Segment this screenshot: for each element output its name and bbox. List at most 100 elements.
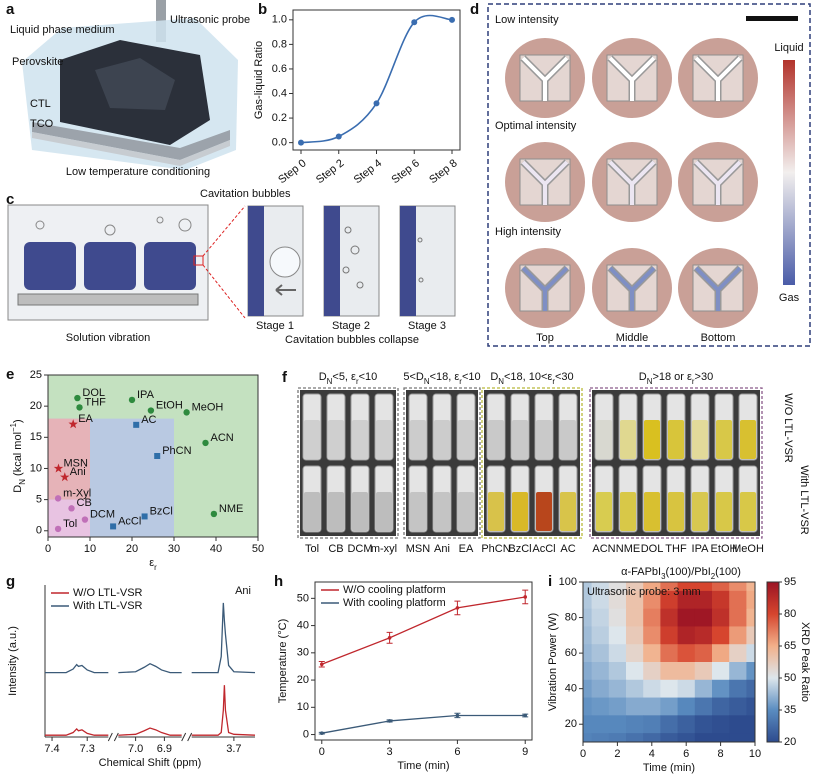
heat-cell [677, 697, 696, 716]
heat-cell [694, 590, 713, 610]
colorbar-tick-label: 20 [784, 736, 796, 748]
heat-cell [608, 733, 627, 742]
bubble [269, 246, 301, 278]
x-tick-label: 4 [649, 748, 655, 760]
liquid [620, 492, 636, 531]
heat-cell [729, 626, 747, 645]
point [183, 409, 190, 416]
heat-cell [660, 608, 679, 627]
bubble [342, 266, 350, 274]
heat-cell [729, 662, 747, 681]
axis-break [107, 732, 119, 742]
colorbar-tick-label: 80 [784, 608, 796, 620]
heat-cell [583, 608, 593, 627]
text-part: (100) [715, 566, 741, 578]
heat-cell [729, 679, 747, 699]
y-axis-label: Intensity (a.u.) [7, 626, 19, 696]
text-part: <30 [555, 371, 574, 383]
heat-cell [626, 626, 644, 645]
panel-label: f [282, 369, 288, 386]
heat-cell [626, 679, 644, 699]
grain-edge [324, 206, 340, 316]
text-part: <10 [462, 371, 481, 383]
heat-cell [583, 679, 593, 699]
heat-cell [608, 697, 627, 716]
text-part: D [639, 371, 647, 383]
text-part: r [459, 377, 462, 386]
row-label: Low intensity [495, 14, 559, 26]
heat-cell [694, 582, 713, 592]
liquid [434, 420, 450, 459]
row-label: High intensity [495, 226, 562, 238]
y-tick-label: 0 [36, 525, 42, 537]
x-tick-label: Step 2 [314, 157, 346, 186]
illustration-label: Ultrasonic probe [170, 14, 250, 26]
stage-label: Stage 3 [408, 320, 446, 332]
point [298, 139, 304, 146]
heat-cell [660, 662, 679, 681]
heat-cell [694, 733, 713, 742]
heat-cell [583, 590, 593, 610]
text-part: r [552, 377, 555, 386]
series-line [45, 602, 256, 674]
point-label: CB [77, 497, 92, 509]
heat-cell [608, 626, 627, 645]
heat-cell [746, 697, 755, 716]
grain-edge [248, 206, 264, 316]
y-axis-label: DN (kcal mol−1) [9, 419, 27, 492]
panel-label: d [470, 1, 479, 18]
illustration-label: TCO [30, 118, 54, 130]
heat-cell [583, 644, 593, 663]
heat-cell [643, 662, 661, 681]
group-header: 5<DN<18, εr<10 [403, 371, 480, 386]
liquid [536, 492, 552, 531]
heat-cell [712, 679, 730, 699]
bubble [356, 281, 364, 289]
group-frame [297, 387, 399, 539]
liquid [410, 492, 426, 531]
liquid [596, 420, 612, 459]
heat-cell [712, 608, 730, 627]
heat-cell [591, 582, 610, 592]
point [387, 636, 392, 640]
liquid-gas-colorbar [783, 60, 795, 285]
vial-label: DCM [347, 543, 372, 555]
y-tick-label: 50 [297, 592, 309, 604]
annotation: Ani [235, 585, 251, 597]
point-label: EA [78, 413, 93, 425]
heat-cell [712, 733, 730, 742]
text-part: −1 [9, 422, 18, 432]
heat-cell [626, 590, 644, 610]
point [455, 713, 460, 718]
x-tick-label: 40 [210, 543, 222, 555]
heat-cell [660, 733, 679, 742]
heat-cell [591, 697, 610, 716]
heat-cell [694, 608, 713, 627]
point-label: AC [141, 414, 156, 426]
text-part: r [154, 563, 157, 572]
text-part: r [356, 377, 359, 386]
bubble [156, 216, 164, 224]
substrate [17, 293, 199, 306]
heat-cell [643, 733, 661, 742]
heat-cell [591, 733, 610, 742]
heat-cell [694, 644, 713, 663]
channel [608, 56, 656, 101]
point [54, 525, 62, 533]
point-label: AcCl [118, 515, 141, 527]
colorbar-tick-label: 50 [784, 672, 796, 684]
text-part: N [18, 479, 27, 485]
heat-cell [729, 715, 747, 734]
liquid [716, 492, 732, 531]
zoom-line [202, 264, 246, 319]
panel-label: a [6, 1, 15, 18]
heat-cell [694, 626, 713, 645]
series-line [45, 685, 256, 736]
heat-cell [677, 644, 696, 663]
liquid [410, 420, 426, 459]
text-part: 3 [661, 572, 666, 581]
x-tick-label: Step 8 [427, 157, 459, 186]
text-part: ε [149, 557, 154, 569]
annotation: Ultrasonic probe: 3 mm [587, 586, 701, 598]
x-tick-label: 6 [683, 748, 689, 760]
